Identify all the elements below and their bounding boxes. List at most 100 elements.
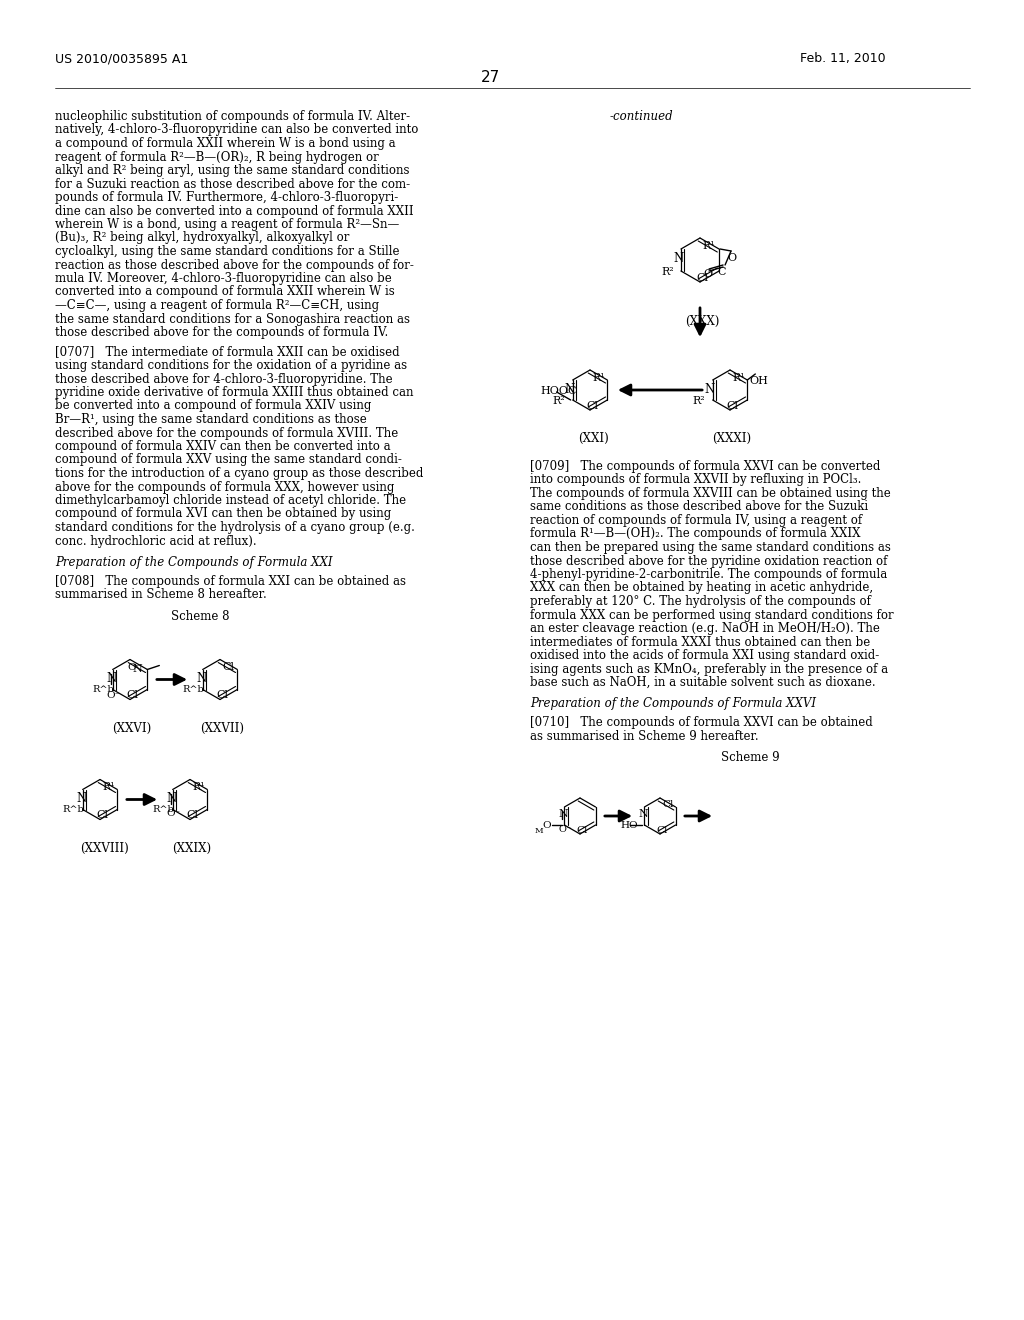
Text: [0709]   The compounds of formula XXVI can be converted: [0709] The compounds of formula XXVI can… xyxy=(530,459,881,473)
Text: R²: R² xyxy=(553,396,565,407)
Text: above for the compounds of formula XXX, however using: above for the compounds of formula XXX, … xyxy=(55,480,394,494)
Text: reaction as those described above for the compounds of for-: reaction as those described above for th… xyxy=(55,259,414,272)
Text: O: O xyxy=(703,269,712,279)
Text: (XXI): (XXI) xyxy=(578,432,608,445)
Text: XXX can then be obtained by heating in acetic anhydride,: XXX can then be obtained by heating in a… xyxy=(530,582,873,594)
Text: the same standard conditions for a Sonogashira reaction as: the same standard conditions for a Sonog… xyxy=(55,313,410,326)
Text: N: N xyxy=(132,664,141,675)
Text: N: N xyxy=(673,252,683,265)
Text: Preparation of the Compounds of Formula XXVI: Preparation of the Compounds of Formula … xyxy=(530,697,816,710)
Text: US 2010/0035895 A1: US 2010/0035895 A1 xyxy=(55,51,188,65)
Text: N: N xyxy=(77,792,87,805)
Text: (XXIX): (XXIX) xyxy=(172,842,211,854)
Text: Cl: Cl xyxy=(656,826,668,836)
Text: Cl: Cl xyxy=(216,690,228,701)
Text: M: M xyxy=(535,828,543,836)
Text: conc. hydrochloric acid at reflux).: conc. hydrochloric acid at reflux). xyxy=(55,535,257,548)
Text: intermediates of formula XXXI thus obtained can then be: intermediates of formula XXXI thus obtai… xyxy=(530,635,870,648)
Text: R²: R² xyxy=(660,267,674,277)
Text: (XXVI): (XXVI) xyxy=(112,722,152,734)
Text: a compound of formula XXII wherein W is a bond using a: a compound of formula XXII wherein W is … xyxy=(55,137,395,150)
Text: Cl: Cl xyxy=(575,826,588,836)
Text: nucleophilic substitution of compounds of formula IV. Alter-: nucleophilic substitution of compounds o… xyxy=(55,110,411,123)
Text: those described above for the pyridine oxidation reaction of: those described above for the pyridine o… xyxy=(530,554,888,568)
Text: R¹: R¹ xyxy=(592,374,604,383)
Text: Cl: Cl xyxy=(222,663,234,672)
Text: HO: HO xyxy=(621,821,638,830)
Text: reaction of compounds of formula IV, using a reagent of: reaction of compounds of formula IV, usi… xyxy=(530,513,862,527)
Text: (XXXI): (XXXI) xyxy=(712,432,752,445)
Text: N: N xyxy=(197,672,207,685)
Text: pounds of formula IV. Furthermore, 4-chloro-3-fluoropyri-: pounds of formula IV. Furthermore, 4-chl… xyxy=(55,191,398,205)
Text: Preparation of the Compounds of Formula XXI: Preparation of the Compounds of Formula … xyxy=(55,556,333,569)
Text: R²: R² xyxy=(692,396,706,407)
Text: those described above for the compounds of formula IV.: those described above for the compounds … xyxy=(55,326,388,339)
Text: [0708]   The compounds of formula XXI can be obtained as: [0708] The compounds of formula XXI can … xyxy=(55,574,406,587)
Text: as summarised in Scheme 9 hereafter.: as summarised in Scheme 9 hereafter. xyxy=(530,730,759,742)
Text: tions for the introduction of a cyano group as those described: tions for the introduction of a cyano gr… xyxy=(55,467,423,480)
Text: compound of formula XXV using the same standard condi-: compound of formula XXV using the same s… xyxy=(55,454,401,466)
Text: [0710]   The compounds of formula XXVI can be obtained: [0710] The compounds of formula XXVI can… xyxy=(530,715,872,729)
Text: standard conditions for the hydrolysis of a cyano group (e.g.: standard conditions for the hydrolysis o… xyxy=(55,521,415,535)
Text: 27: 27 xyxy=(480,70,500,84)
Text: R¹: R¹ xyxy=(193,783,205,792)
Text: those described above for 4-chloro-3-fluoropyridine. The: those described above for 4-chloro-3-flu… xyxy=(55,372,392,385)
Text: compound of formula XVI can then be obtained by using: compound of formula XVI can then be obta… xyxy=(55,507,391,520)
Text: alkyl and R² being aryl, using the same standard conditions: alkyl and R² being aryl, using the same … xyxy=(55,164,410,177)
Text: converted into a compound of formula XXII wherein W is: converted into a compound of formula XXI… xyxy=(55,285,394,298)
Text: R^b: R^b xyxy=(153,805,174,814)
Text: (Bu)₃, R² being alkyl, hydroxyalkyl, alkoxyalkyl or: (Bu)₃, R² being alkyl, hydroxyalkyl, alk… xyxy=(55,231,349,244)
Text: OH: OH xyxy=(750,376,768,385)
Text: -continued: -continued xyxy=(610,110,674,123)
Text: described above for the compounds of formula XVIII. The: described above for the compounds of for… xyxy=(55,426,398,440)
Text: O⁻: O⁻ xyxy=(167,809,181,818)
Text: oxidised into the acids of formula XXI using standard oxid-: oxidised into the acids of formula XXI u… xyxy=(530,649,880,663)
Text: O⁻: O⁻ xyxy=(127,663,141,672)
Text: N: N xyxy=(106,672,117,685)
Text: dine can also be converted into a compound of formula XXII: dine can also be converted into a compou… xyxy=(55,205,414,218)
Text: (XXVIII): (XXVIII) xyxy=(80,842,129,854)
Text: Scheme 8: Scheme 8 xyxy=(171,610,229,623)
Text: pyridine oxide derivative of formula XXIII thus obtained can: pyridine oxide derivative of formula XXI… xyxy=(55,385,414,399)
Text: —C≡C—, using a reagent of formula R²—C≡CH, using: —C≡C—, using a reagent of formula R²—C≡C… xyxy=(55,300,379,312)
Text: O⁻: O⁻ xyxy=(106,692,121,701)
Text: mula IV. Moreover, 4-chloro-3-fluoropyridine can also be: mula IV. Moreover, 4-chloro-3-fluoropyri… xyxy=(55,272,392,285)
Text: base such as NaOH, in a suitable solvent such as dioxane.: base such as NaOH, in a suitable solvent… xyxy=(530,676,876,689)
Text: R^b: R^b xyxy=(62,805,84,814)
Text: an ester cleavage reaction (e.g. NaOH in MeOH/H₂O). The: an ester cleavage reaction (e.g. NaOH in… xyxy=(530,622,880,635)
Text: Cl: Cl xyxy=(586,401,598,411)
Text: N: N xyxy=(167,792,177,805)
Text: ising agents such as KMnO₄, preferably in the presence of a: ising agents such as KMnO₄, preferably i… xyxy=(530,663,888,676)
Text: natively, 4-chloro-3-fluoropyridine can also be converted into: natively, 4-chloro-3-fluoropyridine can … xyxy=(55,124,419,136)
Text: N: N xyxy=(564,383,574,396)
Text: Cl: Cl xyxy=(696,273,708,282)
Text: summarised in Scheme 8 hereafter.: summarised in Scheme 8 hereafter. xyxy=(55,587,266,601)
Text: compound of formula XXIV can then be converted into a: compound of formula XXIV can then be con… xyxy=(55,440,390,453)
Text: Cl: Cl xyxy=(126,690,138,701)
Text: R^b: R^b xyxy=(93,685,115,694)
Text: wherein W is a bond, using a reagent of formula R²—Sn—: wherein W is a bond, using a reagent of … xyxy=(55,218,399,231)
Text: Cl: Cl xyxy=(186,810,198,821)
Text: be converted into a compound of formula XXIV using: be converted into a compound of formula … xyxy=(55,400,372,412)
Text: HOOC: HOOC xyxy=(541,385,578,396)
Text: Scheme 9: Scheme 9 xyxy=(721,751,779,764)
Text: cycloalkyl, using the same standard conditions for a Stille: cycloalkyl, using the same standard cond… xyxy=(55,246,399,257)
Text: R¹: R¹ xyxy=(102,783,115,792)
Text: N: N xyxy=(638,809,648,818)
Text: R^b: R^b xyxy=(182,685,205,694)
Text: O: O xyxy=(727,253,736,263)
Text: using standard conditions for the oxidation of a pyridine as: using standard conditions for the oxidat… xyxy=(55,359,408,372)
Text: Br—R¹, using the same standard conditions as those: Br—R¹, using the same standard condition… xyxy=(55,413,367,426)
Text: can then be prepared using the same standard conditions as: can then be prepared using the same stan… xyxy=(530,541,891,554)
Text: same conditions as those described above for the Suzuki: same conditions as those described above… xyxy=(530,500,868,513)
Text: Cl: Cl xyxy=(96,810,108,821)
Text: N: N xyxy=(705,383,715,396)
Text: 4-phenyl-pyridine-2-carbonitrile. The compounds of formula: 4-phenyl-pyridine-2-carbonitrile. The co… xyxy=(530,568,887,581)
Text: Cl: Cl xyxy=(726,401,738,411)
Text: (XXVII): (XXVII) xyxy=(200,722,244,734)
Text: for a Suzuki reaction as those described above for the com-: for a Suzuki reaction as those described… xyxy=(55,177,411,190)
Text: reagent of formula R²—B—(OR)₂, R being hydrogen or: reagent of formula R²—B—(OR)₂, R being h… xyxy=(55,150,379,164)
Text: The compounds of formula XXVIII can be obtained using the: The compounds of formula XXVIII can be o… xyxy=(530,487,891,500)
Text: into compounds of formula XXVII by refluxing in POCl₃.: into compounds of formula XXVII by reflu… xyxy=(530,474,861,487)
Text: Feb. 11, 2010: Feb. 11, 2010 xyxy=(800,51,886,65)
